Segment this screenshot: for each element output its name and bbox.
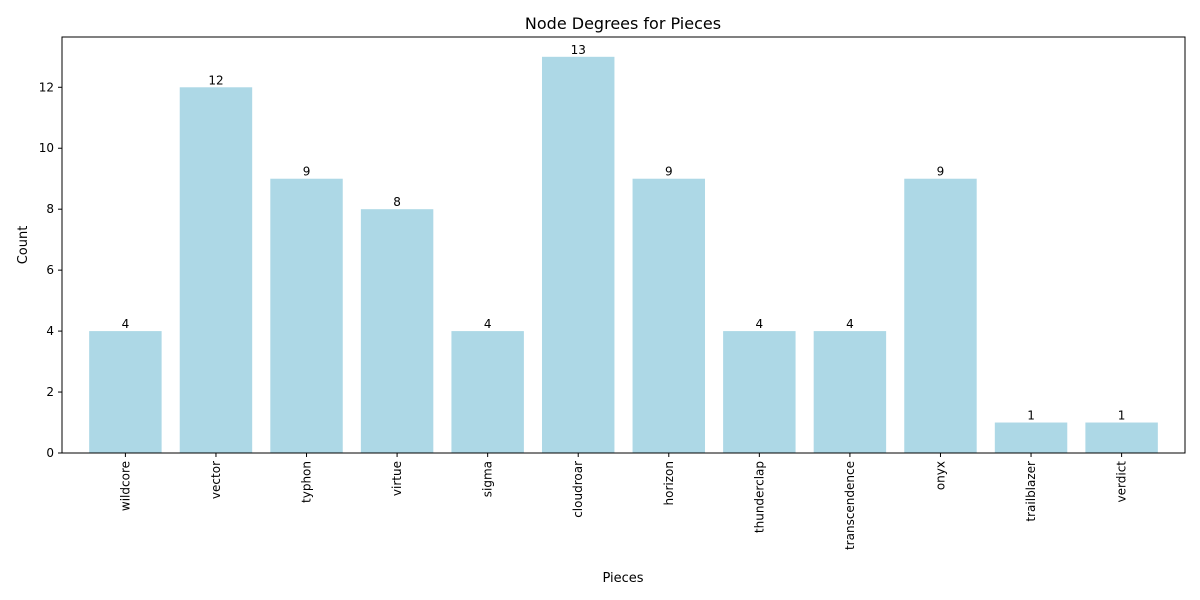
data-label-thunderclap: 4 (756, 317, 764, 331)
bar-horizon (632, 178, 706, 453)
data-label-transcendence: 4 (846, 317, 854, 331)
x-tick-label-typhon: typhon (300, 461, 314, 503)
x-axis: wildcore vector typhon virtue sigma cloudroar… (118, 453, 1129, 550)
data-label-verdict: 1 (1118, 409, 1126, 423)
x-tick-label-wildcore: wildcore (118, 461, 132, 511)
bar-virtue (360, 209, 434, 453)
bar-transcendence (813, 331, 887, 453)
bars-group (89, 56, 1158, 454)
data-label-sigma: 4 (484, 317, 492, 331)
y-tick-label-10: 10 (39, 141, 54, 155)
data-label-virtue: 8 (393, 195, 401, 209)
x-tick-label-trailblazer: trailblazer (1024, 461, 1038, 522)
bar-trailblazer (994, 422, 1068, 453)
bar-sigma (451, 331, 524, 453)
data-label-vector: 12 (208, 73, 223, 87)
x-tick-label-horizon: horizon (662, 461, 676, 505)
x-tick-label-transcendence: transcendence (843, 461, 857, 550)
x-tick-label-cloudroar: cloudroar (571, 461, 585, 518)
y-tick-label-12: 12 (39, 80, 54, 94)
data-label-typhon: 9 (303, 165, 311, 179)
x-tick-label-sigma: sigma (481, 461, 495, 497)
bar-wildcore (89, 331, 162, 453)
x-tick-label-vector: vector (209, 461, 223, 499)
data-labels-group: 4 12 9 8 4 13 9 4 4 9 1 1 (122, 43, 1126, 423)
y-axis: 0 2 4 6 8 10 12 (39, 80, 62, 460)
y-tick-label-0: 0 (46, 446, 54, 460)
x-tick-label-verdict: verdict (1115, 461, 1129, 503)
y-axis-label: Count (16, 226, 31, 265)
y-tick-label-2: 2 (46, 385, 54, 399)
data-label-trailblazer: 1 (1027, 409, 1035, 423)
data-label-onyx: 9 (937, 165, 945, 179)
y-tick-label-6: 6 (46, 263, 54, 277)
data-label-wildcore: 4 (122, 317, 130, 331)
bar-typhon (270, 178, 343, 453)
bar-verdict (1085, 422, 1158, 453)
data-label-horizon: 9 (665, 165, 673, 179)
bar-cloudroar (541, 56, 615, 454)
x-axis-label: Pieces (602, 571, 643, 586)
y-tick-label-4: 4 (46, 324, 54, 338)
chart-title: Node Degrees for Pieces (525, 14, 721, 33)
x-tick-label-virtue: virtue (390, 461, 404, 496)
plot-frame (61, 36, 1186, 454)
bar-thunderclap (723, 331, 796, 453)
x-tick-label-onyx: onyx (933, 461, 947, 490)
data-label-cloudroar: 13 (571, 43, 586, 57)
y-tick-label-8: 8 (46, 202, 54, 216)
x-tick-label-thunderclap: thunderclap (752, 461, 766, 533)
bar-vector (179, 87, 253, 454)
bar-onyx (904, 178, 977, 453)
